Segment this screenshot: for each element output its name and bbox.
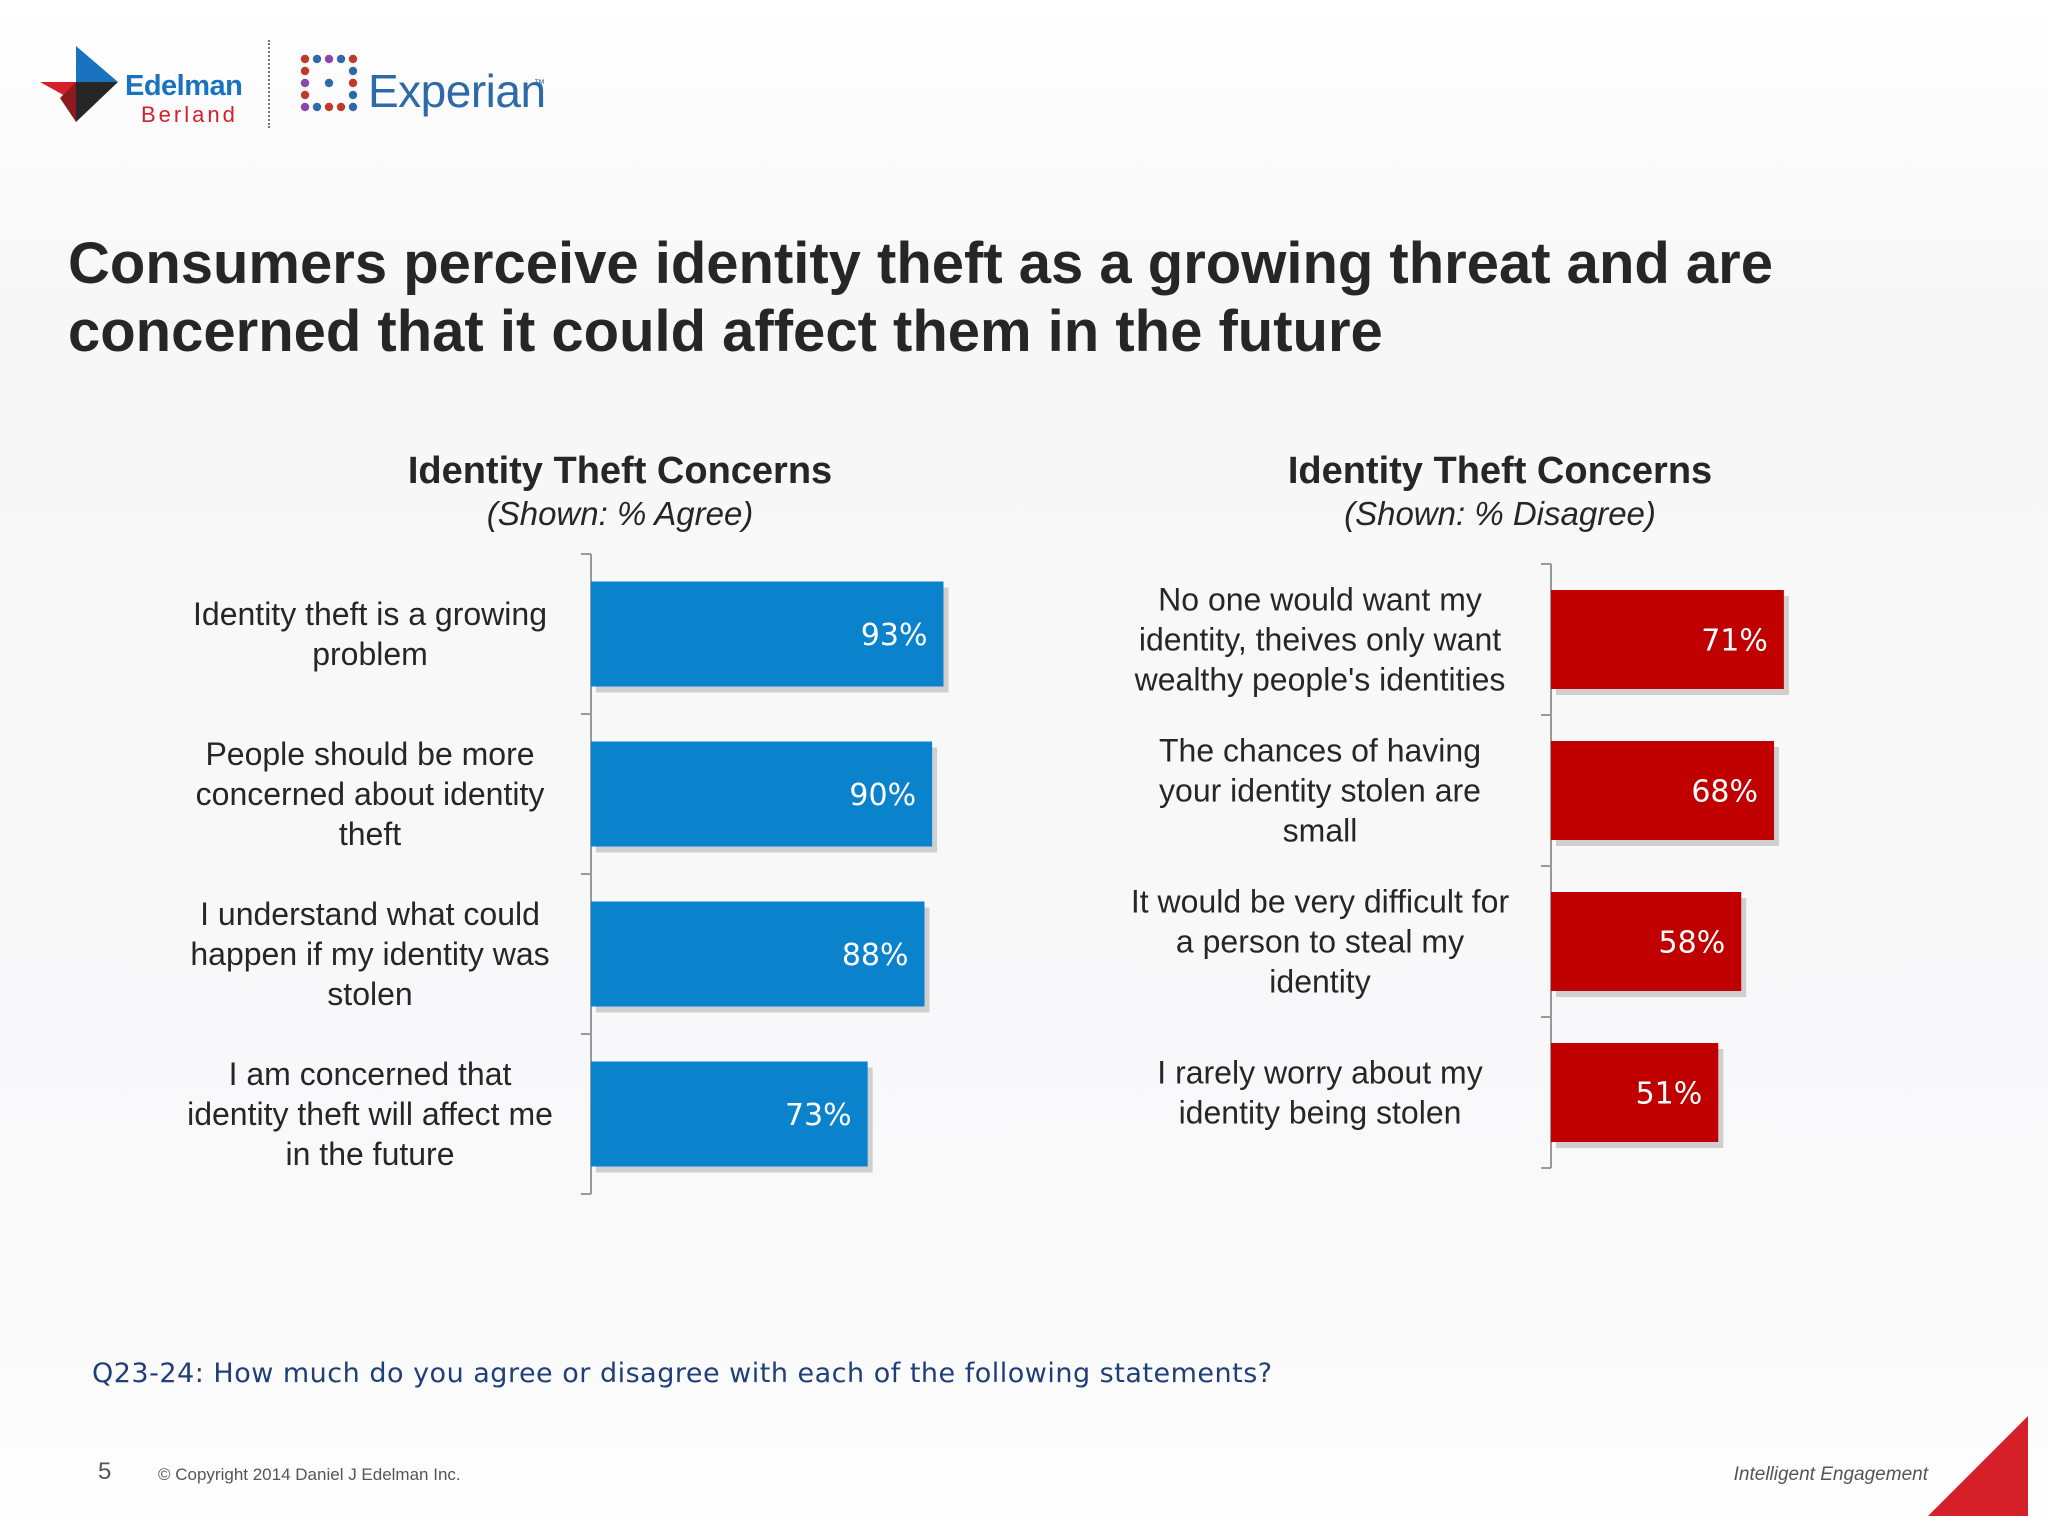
category-label: I am concerned that identity theft will a…: [187, 1056, 553, 1172]
value-label: 73%: [785, 1098, 852, 1133]
experian-logo-dot: [348, 54, 358, 64]
category-label-line: identity, theives only want: [1139, 622, 1501, 658]
category-label: It would be very difficult for a person t…: [1131, 884, 1510, 1000]
bar: [1551, 741, 1775, 840]
category-label-line: No one would want my: [1158, 582, 1482, 618]
slide-title: Consumers perceive identity theft as a g…: [68, 231, 1773, 364]
chart-left-title: Identity Theft Concerns: [407, 450, 833, 492]
experian-logo-dot: [348, 78, 358, 88]
experian-logo-dot: [312, 54, 322, 64]
copyright: © Copyright 2014 Daniel J Edelman Inc.: [158, 1465, 461, 1484]
category-label-line: your identity stolen are: [1159, 773, 1481, 809]
category-label: I understand what could happen if my iden…: [190, 896, 549, 1012]
category-label-line: It would be very difficult for: [1131, 884, 1510, 920]
value-label: 71%: [1701, 624, 1768, 659]
category-label-line: a person to steal my: [1176, 924, 1464, 960]
bar: [591, 1061, 868, 1167]
chart-agree: 93% Identity theft is a growing problem 90%…: [187, 553, 949, 1195]
category-label-line: People should be more: [205, 736, 534, 772]
category-label: I rarely worry about my identity being st…: [1157, 1055, 1482, 1131]
bar: [591, 901, 925, 1007]
edelman-logo-subtext: Berland: [141, 102, 238, 127]
chart-disagree: 71% No one would want my identity, theives…: [1131, 563, 1789, 1169]
category-label-line: The chances of having: [1159, 733, 1481, 769]
chart-left-subtitle: (Shown: % Agree): [486, 495, 754, 532]
category-label-line: wealthy people's identities: [1134, 662, 1506, 698]
category-label-line: I am concerned that: [229, 1056, 512, 1092]
experian-logo-dot: [348, 90, 358, 100]
edelman-logo-text: Edelman: [125, 70, 243, 102]
value-label: 58%: [1659, 926, 1726, 961]
experian-logo-dot: [348, 102, 358, 112]
category-label-line: stolen: [327, 976, 412, 1012]
chart-right-subtitle: (Shown: % Disagree): [1344, 495, 1656, 532]
experian-logo-dot: [300, 54, 310, 64]
experian-logo-dot: [300, 66, 310, 76]
tagline: Intelligent Engagement: [1733, 1464, 1928, 1485]
experian-logo-dot: [324, 102, 334, 112]
category-label: The chances of having your identity stole…: [1159, 733, 1481, 849]
experian-logo-dot: [300, 90, 310, 100]
value-label: 68%: [1691, 775, 1758, 810]
value-label: 51%: [1636, 1077, 1703, 1112]
category-label-line: identity being stolen: [1179, 1095, 1462, 1131]
experian-logo-dot: [324, 54, 334, 64]
category-label-line: problem: [312, 636, 428, 672]
edelman-logo-icon: [40, 46, 118, 122]
page-number: 5: [98, 1458, 112, 1485]
category-label-line: theft: [339, 816, 401, 852]
experian-logo-dot: [336, 54, 346, 64]
logo-divider: [268, 40, 270, 128]
category-label-line: I rarely worry about my: [1157, 1055, 1482, 1091]
chart-right-title: Identity Theft Concerns: [1287, 450, 1713, 492]
experian-logo-dot: [312, 102, 322, 112]
category-label: No one would want my identity, theives on…: [1134, 582, 1506, 698]
category-label-line: in the future: [286, 1136, 455, 1172]
experian-logo-dot: [300, 102, 310, 112]
survey-question: Q23-24: How much do you agree or disagre…: [92, 1358, 1273, 1389]
experian-logo-dot: [324, 78, 334, 88]
value-label: 90%: [849, 778, 916, 813]
category-label-line: Identity theft is a growing: [193, 596, 547, 632]
experian-trademark: ™: [534, 78, 545, 90]
bar: [1551, 590, 1784, 689]
category-label-line: small: [1283, 813, 1358, 849]
category-label-line: I understand what could: [200, 896, 540, 932]
experian-logo-text: Experian: [368, 65, 546, 117]
bar: [591, 581, 944, 687]
bar: [1551, 1043, 1719, 1142]
logo-area: Edelman Berland Experian ™: [30, 30, 590, 160]
experian-logo-icon: [300, 54, 358, 112]
category-label: Identity theft is a growing problem: [193, 596, 547, 672]
category-label-line: happen if my identity was: [190, 936, 549, 972]
experian-logo-dot: [300, 78, 310, 88]
category-label-line: identity: [1269, 964, 1370, 1000]
value-label: 88%: [842, 938, 909, 973]
value-label: 93%: [861, 618, 928, 653]
category-label-line: concerned about identity: [196, 776, 545, 812]
corner-triangle-decoration: [1928, 1416, 2028, 1516]
bar: [591, 741, 933, 847]
category-label-line: identity theft will affect me: [187, 1096, 553, 1132]
experian-logo-dot: [336, 102, 346, 112]
category-label: People should be more concerned about ide…: [196, 736, 545, 852]
bar: [1551, 892, 1742, 991]
experian-logo-dot: [348, 66, 358, 76]
